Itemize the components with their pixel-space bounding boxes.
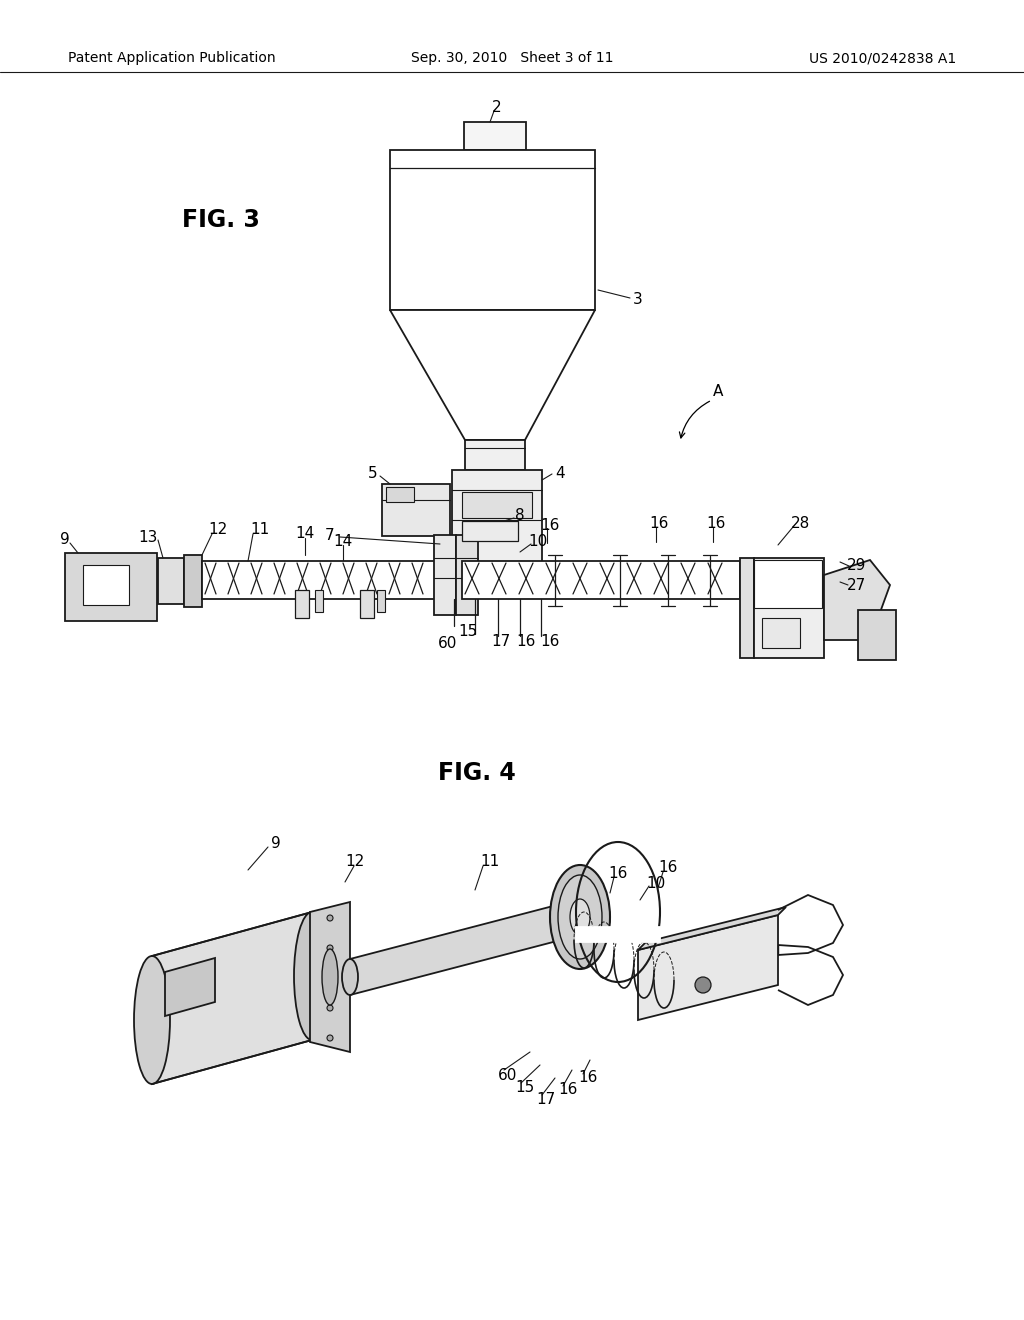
Bar [452, 470, 542, 570]
Text: 16: 16 [541, 634, 560, 648]
Text: 13: 13 [138, 529, 158, 544]
Text: Patent Application Publication: Patent Application Publication [68, 51, 275, 65]
Text: US 2010/0242838 A1: US 2010/0242838 A1 [809, 51, 956, 65]
Bar [315, 590, 323, 612]
Bar [462, 521, 518, 541]
Bar [462, 492, 532, 517]
Bar [386, 487, 414, 502]
Bar [464, 121, 526, 150]
Text: 4: 4 [555, 466, 565, 482]
Text: A: A [713, 384, 723, 400]
Polygon shape [350, 899, 580, 995]
Text: 28: 28 [791, 516, 810, 532]
Ellipse shape [570, 899, 590, 935]
Polygon shape [390, 310, 595, 440]
Text: 8: 8 [515, 508, 525, 524]
Bar [754, 558, 824, 657]
Bar [434, 535, 456, 615]
Text: 11: 11 [251, 523, 269, 537]
Text: 16: 16 [649, 516, 669, 532]
Text: 10: 10 [528, 533, 548, 549]
Polygon shape [152, 912, 312, 1084]
Polygon shape [310, 902, 350, 1052]
Text: FIG. 3: FIG. 3 [182, 209, 260, 232]
Bar [295, 590, 309, 618]
Text: 16: 16 [579, 1071, 598, 1085]
Polygon shape [638, 915, 778, 1020]
Text: 60: 60 [499, 1068, 518, 1082]
Bar [858, 610, 896, 660]
Text: 16: 16 [707, 516, 726, 532]
Text: 16: 16 [541, 517, 560, 532]
Ellipse shape [327, 945, 333, 950]
Bar [65, 553, 157, 620]
Bar [377, 590, 385, 612]
Text: 16: 16 [608, 866, 628, 880]
Bar [382, 484, 450, 536]
Polygon shape [824, 560, 890, 640]
Bar [462, 561, 740, 599]
Ellipse shape [322, 949, 338, 1005]
Bar [456, 535, 478, 615]
Ellipse shape [550, 865, 610, 969]
Bar [390, 150, 595, 310]
Bar [158, 558, 184, 605]
Text: FIG. 4: FIG. 4 [438, 762, 516, 785]
Text: 27: 27 [847, 578, 865, 593]
Bar [754, 560, 822, 609]
Ellipse shape [695, 977, 711, 993]
Bar [202, 561, 462, 599]
Text: 9: 9 [60, 532, 70, 548]
Text: 60: 60 [438, 635, 458, 651]
Ellipse shape [558, 875, 602, 960]
Polygon shape [575, 927, 660, 942]
Text: 14: 14 [295, 527, 314, 541]
Text: 15: 15 [515, 1081, 535, 1096]
Polygon shape [165, 958, 215, 1016]
Text: 17: 17 [492, 634, 511, 648]
Text: 7: 7 [326, 528, 335, 544]
Ellipse shape [327, 1035, 333, 1041]
Bar [184, 554, 202, 607]
Ellipse shape [134, 956, 170, 1084]
Text: 14: 14 [334, 533, 352, 549]
Text: 16: 16 [658, 861, 678, 875]
Ellipse shape [572, 899, 588, 935]
Text: 5: 5 [369, 466, 378, 480]
Text: 11: 11 [480, 854, 500, 870]
Text: Sep. 30, 2010   Sheet 3 of 11: Sep. 30, 2010 Sheet 3 of 11 [411, 51, 613, 65]
Text: 9: 9 [271, 836, 281, 850]
Text: 10: 10 [646, 875, 666, 891]
Text: 3: 3 [633, 293, 643, 308]
Text: 12: 12 [208, 523, 227, 537]
Text: 16: 16 [516, 634, 536, 648]
Text: 17: 17 [537, 1093, 556, 1107]
Ellipse shape [342, 960, 358, 995]
Polygon shape [638, 907, 786, 950]
Text: 15: 15 [459, 624, 477, 639]
Text: 29: 29 [847, 557, 866, 573]
Bar [360, 590, 374, 618]
Text: 2: 2 [493, 100, 502, 116]
Text: 16: 16 [558, 1082, 578, 1097]
Bar [83, 565, 129, 605]
Ellipse shape [327, 915, 333, 921]
Bar [465, 440, 525, 470]
Ellipse shape [294, 912, 330, 1040]
Bar [740, 558, 754, 657]
Bar [762, 618, 800, 648]
Ellipse shape [327, 975, 333, 981]
Ellipse shape [327, 1005, 333, 1011]
Text: 12: 12 [345, 854, 365, 870]
